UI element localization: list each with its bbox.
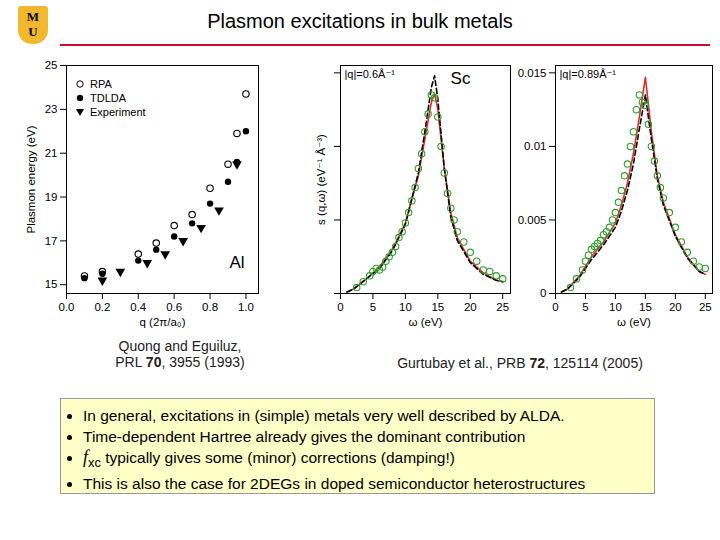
html-text:Plasmon excitations in bulk me: Plasmon excitations in bulk metals [207, 10, 513, 32]
svg-text:23: 23 [45, 103, 58, 115]
svg-text:10: 10 [609, 301, 622, 313]
svg-text:15: 15 [431, 301, 444, 313]
svg-text:25: 25 [45, 60, 58, 71]
svg-text:|q|=0.89Å⁻¹: |q|=0.89Å⁻¹ [560, 68, 617, 80]
html-text:Gurtubay et al., PRB 72, 12511: Gurtubay et al., PRB 72, 125114 (2005) [397, 355, 643, 371]
html-text:U: U [28, 24, 38, 39]
svg-text:0.015: 0.015 [518, 67, 547, 79]
html-text:Experiment: Experiment [90, 106, 146, 118]
svg-text:17: 17 [45, 235, 58, 247]
svg-text:ω (eV): ω (eV) [617, 316, 651, 328]
svg-text:15: 15 [639, 301, 652, 313]
svg-text:15: 15 [45, 278, 58, 290]
html-text:PRL 70, 3955 (1993): PRL 70, 3955 (1993) [115, 354, 245, 370]
svg-text:5: 5 [582, 301, 588, 313]
svg-text:Sc: Sc [451, 69, 471, 88]
svg-text:0.8: 0.8 [202, 301, 218, 313]
html-text:fxctypically gives some (minor: fxctypically gives some (minor) correcti… [83, 447, 455, 471]
svg-text:5: 5 [370, 301, 376, 313]
svg-text:21: 21 [45, 147, 58, 159]
html-text:RPA: RPA [90, 78, 112, 90]
svg-text:q (2π/a₀): q (2π/a₀) [140, 316, 186, 328]
svg-text:1.0: 1.0 [238, 301, 254, 313]
svg-text:20: 20 [669, 301, 682, 313]
svg-text:25: 25 [496, 301, 509, 313]
svg-text:20: 20 [464, 301, 477, 313]
svg-text:|q|=0.6Å⁻¹: |q|=0.6Å⁻¹ [345, 68, 396, 80]
svg-text:10: 10 [399, 301, 412, 313]
svg-text:0.005: 0.005 [518, 214, 547, 226]
svg-text:ω (eV): ω (eV) [409, 316, 443, 328]
svg-text:0.2: 0.2 [94, 301, 110, 313]
html-text:M: M [26, 9, 40, 24]
html-text:In general, excitations in (si: In general, excitations in (simple) meta… [83, 407, 565, 424]
html-text:This is also the case for 2DEG: This is also the case for 2DEGs in doped… [83, 475, 586, 493]
svg-text:Al: Al [229, 253, 244, 272]
svg-text:s (q,ω) (eV⁻¹ Å⁻³): s (q,ω) (eV⁻¹ Å⁻³) [315, 134, 327, 225]
svg-text:0: 0 [540, 287, 546, 299]
svg-text:0.4: 0.4 [130, 301, 147, 313]
svg-text:0.6: 0.6 [166, 301, 182, 313]
svg-text:0.01: 0.01 [524, 140, 546, 152]
svg-text:Plasmon energy (eV): Plasmon energy (eV) [25, 125, 37, 233]
html-text:TDLDA: TDLDA [90, 92, 127, 104]
svg-text:25: 25 [699, 301, 712, 313]
html-text:Quong and Eguiluz,: Quong and Eguiluz, [118, 338, 242, 354]
svg-text:0: 0 [552, 301, 558, 313]
html-text:Time-dependent Hartree already: Time-dependent Hartree already gives the… [83, 428, 526, 445]
svg-text:0.0: 0.0 [59, 301, 75, 313]
svg-text:19: 19 [45, 191, 58, 203]
svg-text:0: 0 [337, 301, 343, 313]
